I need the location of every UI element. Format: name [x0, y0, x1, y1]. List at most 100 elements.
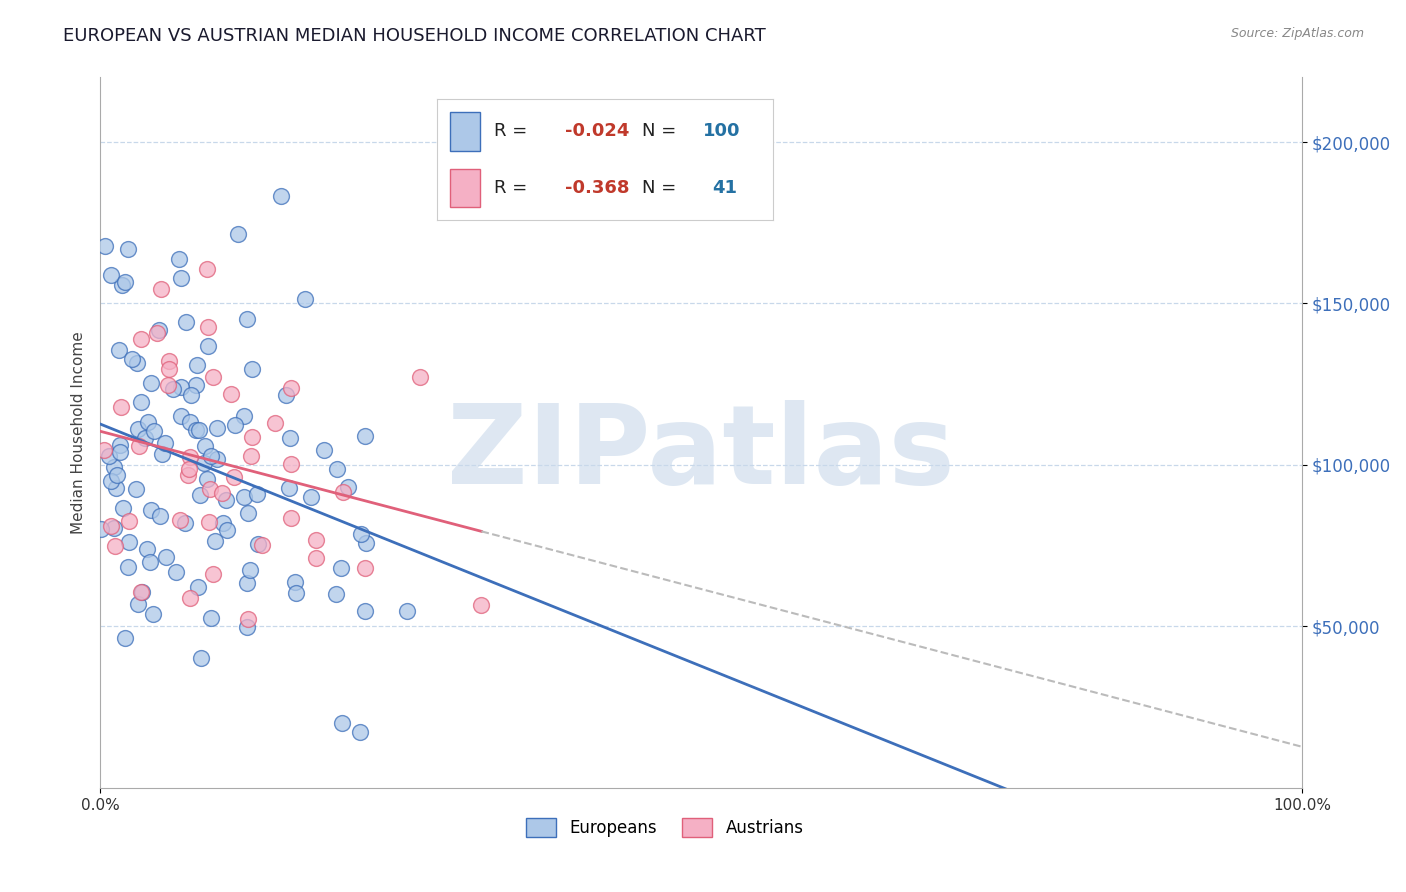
Point	[280, 381, 302, 395]
Text: Source: ZipAtlas.com: Source: ZipAtlas.com	[1230, 27, 1364, 40]
Point	[245, 487, 267, 501]
Point	[197, 339, 219, 353]
Point	[187, 423, 209, 437]
Point	[280, 511, 302, 525]
Point	[354, 535, 377, 549]
Point	[100, 474, 122, 488]
Point	[105, 467, 128, 482]
Point	[299, 490, 322, 504]
Point	[349, 725, 371, 739]
Point	[170, 271, 193, 285]
Point	[155, 549, 177, 564]
Point	[134, 431, 156, 445]
Point	[284, 585, 307, 599]
Point	[236, 612, 259, 626]
Point	[167, 252, 190, 266]
Point	[100, 518, 122, 533]
Point	[314, 443, 336, 458]
Point	[94, 239, 117, 253]
Point	[156, 377, 179, 392]
Point	[207, 420, 229, 434]
Point	[146, 326, 169, 340]
Point	[179, 450, 201, 465]
Point	[129, 585, 152, 599]
Point	[246, 537, 269, 551]
Point	[131, 395, 153, 409]
Point	[100, 268, 122, 282]
Point	[215, 493, 238, 508]
Point	[190, 651, 212, 665]
Point	[169, 513, 191, 527]
Point	[149, 508, 172, 523]
Point	[332, 716, 354, 731]
Point	[409, 370, 432, 384]
Point	[236, 620, 259, 634]
Point	[395, 604, 418, 618]
Point	[176, 315, 198, 329]
Point	[157, 362, 180, 376]
Point	[240, 362, 263, 376]
Point	[215, 523, 238, 537]
Legend: Europeans, Austrians: Europeans, Austrians	[520, 811, 810, 844]
Point	[162, 382, 184, 396]
Point	[354, 560, 377, 574]
Point	[212, 516, 235, 530]
Point	[278, 431, 301, 445]
Point	[222, 470, 245, 484]
Point	[186, 378, 208, 392]
Point	[233, 490, 256, 504]
Point	[294, 292, 316, 306]
Point	[276, 388, 298, 402]
Point	[170, 380, 193, 394]
Point	[93, 442, 115, 457]
Point	[202, 369, 225, 384]
Point	[325, 587, 347, 601]
Point	[195, 472, 218, 486]
Point	[180, 388, 202, 402]
Point	[128, 440, 150, 454]
Point	[103, 460, 125, 475]
Point	[239, 563, 262, 577]
Point	[127, 597, 149, 611]
Y-axis label: Median Household Income: Median Household Income	[72, 331, 86, 534]
Point	[200, 450, 222, 464]
Point	[236, 311, 259, 326]
Point	[173, 516, 195, 530]
Point	[219, 386, 242, 401]
Point	[200, 611, 222, 625]
Point	[142, 607, 165, 621]
Point	[207, 452, 229, 467]
Point	[135, 542, 157, 557]
Point	[211, 486, 233, 500]
Point	[129, 333, 152, 347]
Point	[105, 481, 128, 495]
Point	[197, 261, 219, 276]
Point	[177, 468, 200, 483]
Point	[224, 418, 246, 433]
Point	[157, 354, 180, 368]
Point	[278, 481, 301, 495]
Point	[139, 503, 162, 517]
Point	[97, 450, 120, 464]
Point	[125, 482, 148, 496]
Point	[127, 422, 149, 436]
Point	[305, 550, 328, 565]
Point	[186, 580, 208, 594]
Point	[353, 604, 375, 618]
Point	[188, 488, 211, 502]
Point	[125, 355, 148, 369]
Point	[198, 483, 221, 497]
Point	[232, 409, 254, 423]
Point	[114, 275, 136, 289]
Point	[143, 425, 166, 439]
Point	[108, 445, 131, 459]
Text: EUROPEAN VS AUSTRIAN MEDIAN HOUSEHOLD INCOME CORRELATION CHART: EUROPEAN VS AUSTRIAN MEDIAN HOUSEHOLD IN…	[63, 27, 766, 45]
Point	[117, 560, 139, 574]
Point	[112, 501, 135, 516]
Point	[136, 415, 159, 429]
Point	[103, 521, 125, 535]
Point	[138, 555, 160, 569]
Point	[111, 277, 134, 292]
Point	[204, 534, 226, 549]
Point	[121, 351, 143, 366]
